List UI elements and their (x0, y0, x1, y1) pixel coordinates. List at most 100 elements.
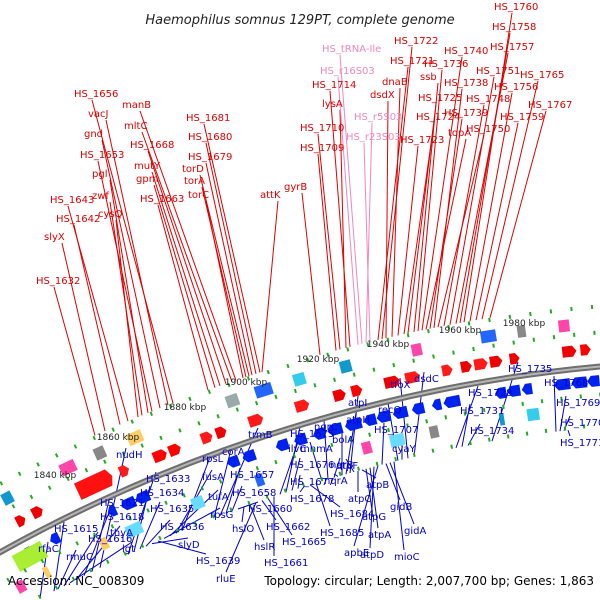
leader-line (449, 76, 495, 325)
leader-line (267, 498, 293, 536)
gene-label-reverse: HS_1731 (460, 406, 504, 417)
gene-labels: 1840 kbp 1860 kbp 1880 kbp 1900 kbp 1920 kbp… (34, 2, 600, 585)
tick-mark (188, 396, 192, 402)
gene-label-reverse: HS_1675 (290, 429, 334, 440)
gene-label-reverse: HS_1618 (100, 512, 144, 523)
tick-mark (197, 420, 201, 426)
feature-block (516, 324, 527, 338)
gene-label-reverse: rluE (216, 574, 236, 585)
tick-mark (88, 567, 93, 573)
scale-label: 1980 kbp (503, 319, 546, 329)
gene-label-forward: vacJ (88, 109, 109, 120)
reverse-gene-arrow (121, 495, 138, 511)
scale-label: 1960 kbp (439, 326, 482, 336)
tick-mark (47, 485, 52, 490)
forward-gene-arrow (441, 364, 453, 377)
tick-mark (590, 304, 594, 310)
forward-gene-arrow (404, 371, 420, 385)
leader-line (377, 66, 409, 341)
gene-label-reverse: HS_1685 (320, 528, 364, 539)
leader-line (413, 82, 439, 333)
gene-label-forward: HS_1681 (186, 113, 230, 124)
leader-line (157, 204, 209, 391)
leader-line (461, 403, 471, 447)
tick-mark (406, 333, 410, 338)
gene-label-reverse: HS_1633 (146, 474, 190, 485)
tick-mark (502, 404, 505, 410)
leader-line (63, 531, 99, 587)
tick-mark (265, 494, 269, 499)
gene-label-forward: attK (260, 190, 281, 201)
gene-label-forward: dnaB (382, 77, 408, 88)
gene-label-reverse: HS_1658 (232, 488, 276, 499)
tick-mark (529, 311, 532, 317)
tick-mark (492, 343, 495, 348)
leader-line (463, 12, 513, 323)
feature-block (190, 495, 206, 511)
tick-mark (593, 330, 596, 335)
backbone-highlight (0, 365, 600, 554)
leader-line (455, 385, 479, 449)
gene-label-reverse: thyA (110, 528, 133, 539)
leader-line (53, 521, 65, 592)
leader-line (329, 90, 351, 347)
gene-label-forward: cysQ (98, 209, 123, 220)
reverse-gene-arrow (363, 413, 378, 427)
reverse-gene-arrow (507, 384, 522, 397)
tick-mark (450, 444, 454, 449)
tick-mark (508, 314, 512, 319)
feature-block (14, 579, 28, 594)
topology-text: Topology: circular; Length: 2,007,700 bp… (263, 574, 594, 588)
gene-label-reverse: HS_1639 (196, 556, 240, 567)
gene-label-forward: HS_1721 (390, 56, 434, 67)
tick-mark (164, 500, 168, 506)
tick-mark (274, 394, 278, 400)
tick-mark (444, 415, 448, 420)
gene-label-reverse: tfoX (390, 380, 411, 391)
gene-label-reverse: slyD (178, 540, 200, 551)
leader-line (127, 471, 157, 555)
scale-label: 1840 kbp (34, 471, 77, 481)
reverse-gene-arrow (107, 504, 119, 517)
leader-line (309, 441, 323, 482)
tick-mark (387, 427, 390, 433)
reverse-gene-arrow (313, 427, 327, 440)
tick-mark (467, 321, 471, 326)
leader-line (317, 153, 337, 351)
tick-mark (386, 337, 390, 342)
large-forward-arrow (73, 469, 113, 500)
leader-line (225, 467, 241, 514)
leader-line (61, 242, 106, 432)
tick-mark (333, 377, 337, 383)
tick-mark (29, 494, 34, 500)
feature-block (479, 329, 497, 344)
reverse-gene-arrow (345, 417, 363, 431)
leader-line (169, 489, 219, 537)
leader-line (109, 201, 143, 416)
tick-mark (532, 337, 536, 342)
gene-label-forward: HS_1643 (50, 195, 94, 206)
tick-mark (200, 486, 204, 491)
gene-label-reverse: atpC (348, 494, 371, 505)
gene-label-reverse: HS_1661 (264, 558, 308, 569)
feature-block (92, 445, 108, 461)
gene-label-reverse: atpA (368, 530, 391, 541)
leader-line (425, 138, 467, 330)
reverse-gene-arrow (494, 386, 508, 399)
tick-mark (427, 328, 430, 334)
leader-line (391, 87, 401, 337)
tick-mark (372, 367, 376, 372)
tick-mark (255, 400, 259, 406)
gene-label-reverse: nudH (116, 450, 143, 461)
leader-line (241, 506, 245, 523)
tick-mark (346, 347, 350, 352)
tick-mark (572, 332, 576, 337)
tick-mark (128, 516, 132, 521)
tick-mark (582, 424, 586, 429)
gene-label-forward: HS_r5S03 (354, 112, 402, 123)
leader-line (421, 56, 463, 331)
tick-mark (512, 340, 515, 345)
gene-label-reverse: apbE (344, 548, 369, 559)
tick-mark (274, 459, 278, 465)
gene-label-forward: HS_1668 (130, 140, 174, 151)
